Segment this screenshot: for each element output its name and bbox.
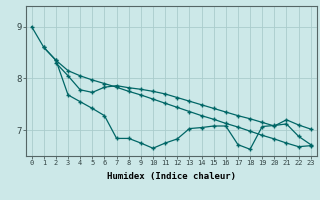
X-axis label: Humidex (Indice chaleur): Humidex (Indice chaleur) [107, 172, 236, 181]
